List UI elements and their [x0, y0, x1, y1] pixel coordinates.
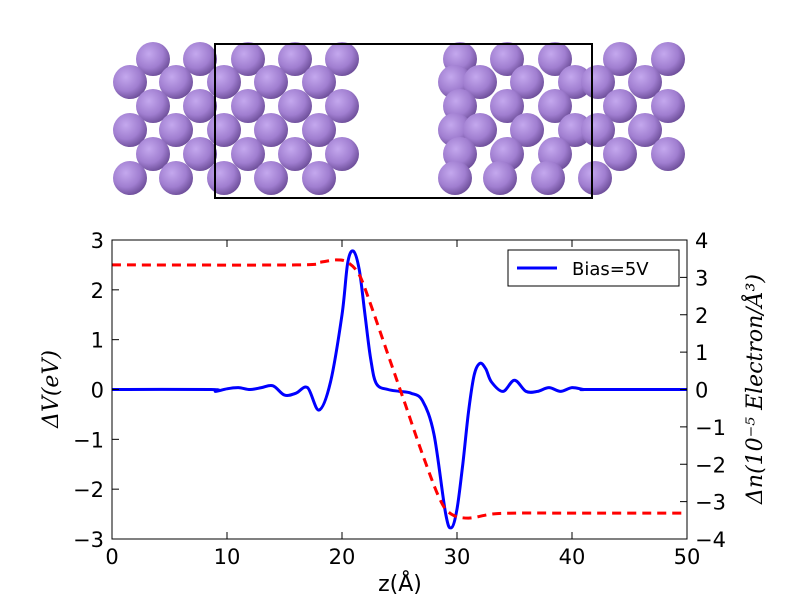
atom	[254, 65, 288, 99]
atom	[510, 65, 544, 99]
atom	[254, 161, 288, 195]
atom	[538, 42, 572, 76]
atom	[207, 113, 241, 147]
y-axis-left-label: ΔV(eV)	[39, 350, 64, 429]
atom	[490, 89, 524, 123]
y-tick-label-right: −4	[695, 528, 726, 552]
atom	[325, 137, 359, 171]
legend-label: Bias=5V	[572, 259, 649, 280]
atom	[113, 161, 147, 195]
y-tick-label-left: 3	[91, 229, 104, 253]
y-tick-label-right: −3	[695, 491, 726, 515]
atom	[603, 89, 637, 123]
atom	[581, 113, 615, 147]
x-tick-label: 40	[559, 545, 586, 569]
atom	[231, 42, 265, 76]
atom	[302, 161, 336, 195]
y-tick-label-right: 0	[695, 379, 708, 403]
atom	[651, 89, 685, 123]
atom	[538, 89, 572, 123]
atom	[113, 65, 147, 99]
x-tick-label: 50	[674, 545, 701, 569]
atom	[325, 42, 359, 76]
atom	[136, 42, 170, 76]
atom	[302, 113, 336, 147]
atom	[231, 137, 265, 171]
atom	[463, 65, 497, 99]
atom	[207, 161, 241, 195]
atom	[578, 161, 612, 195]
atom	[603, 137, 637, 171]
series-line-red-dashed	[111, 258, 687, 520]
atom	[231, 89, 265, 123]
y-tick-label-left: −3	[73, 528, 104, 552]
atom	[159, 113, 193, 147]
atom	[325, 89, 359, 123]
atom	[628, 113, 662, 147]
y-tick-label-left: 2	[91, 279, 104, 303]
y-tick-label-right: 4	[695, 229, 708, 253]
y-tick-label-right: 2	[695, 304, 708, 328]
atom	[159, 161, 193, 195]
atom	[510, 113, 544, 147]
atom	[207, 65, 241, 99]
x-tick-label: 10	[214, 545, 241, 569]
atom	[183, 137, 217, 171]
atom	[159, 65, 193, 99]
atom	[302, 65, 336, 99]
plot-area: 0 10 20 30 40 50 −3 −2 −1 0 1 2 3 −4 −3 −2 −1 0 1 2 3 4 Bias=…	[73, 229, 726, 569]
series-line-blue	[111, 249, 687, 530]
atom	[278, 42, 312, 76]
atom	[136, 89, 170, 123]
atom	[438, 161, 472, 195]
y-tick-label-right: 1	[695, 341, 708, 365]
atom	[278, 137, 312, 171]
atom	[278, 89, 312, 123]
y-tick-label-right: 3	[695, 266, 708, 290]
atom	[651, 137, 685, 171]
atom	[603, 42, 637, 76]
x-tick-label: 20	[329, 545, 356, 569]
legend: Bias=5V	[507, 249, 680, 287]
y-tick-label-left: −2	[73, 478, 104, 502]
x-tick-label: 0	[105, 545, 118, 569]
atom	[628, 65, 662, 99]
atom	[483, 161, 517, 195]
atom	[183, 89, 217, 123]
atom	[651, 42, 685, 76]
atom-structure	[113, 42, 685, 195]
y-tick-label-left: 1	[91, 329, 104, 353]
atom	[136, 137, 170, 171]
atom	[113, 113, 147, 147]
unit-cell-box	[214, 43, 593, 199]
atom	[581, 65, 615, 99]
atom	[183, 42, 217, 76]
y-tick-label-right: −1	[695, 416, 726, 440]
y-axis-right-label: Δn(10⁻⁵ Electron/Å³)	[740, 274, 768, 505]
atom	[463, 113, 497, 147]
y-tick-label-left: −1	[73, 428, 104, 452]
y-tick-label-left: 0	[91, 379, 104, 403]
atom	[254, 113, 288, 147]
atom	[531, 161, 565, 195]
atom	[490, 42, 524, 76]
x-tick-label: 30	[444, 545, 471, 569]
y-tick-label-right: −2	[695, 453, 726, 477]
x-axis-label: z(Å)	[378, 570, 422, 597]
